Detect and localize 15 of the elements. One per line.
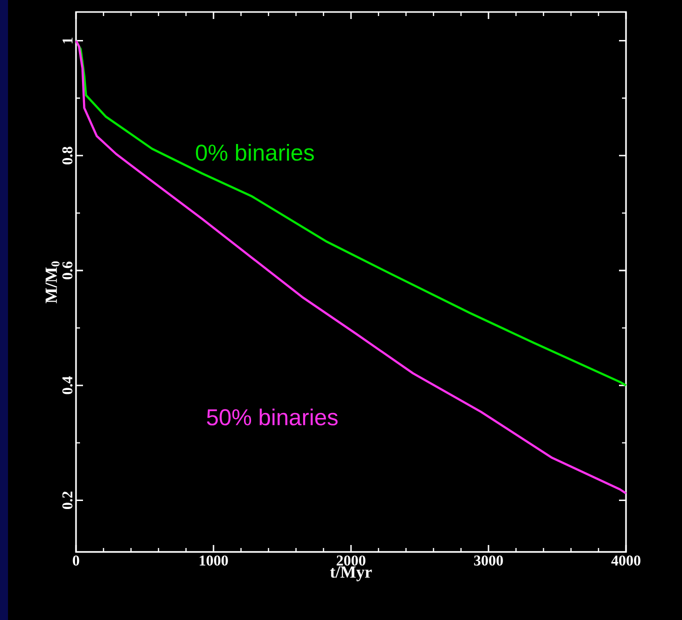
y-tick-label: 0.2 bbox=[62, 492, 72, 510]
y-tick-label: 0.4 bbox=[62, 376, 72, 394]
x-tick-label: 2000 bbox=[336, 556, 366, 566]
y-axis-title: M/M$_{0}$ bbox=[46, 261, 60, 304]
x-tick-label: 4000 bbox=[611, 556, 640, 566]
x-axis-title: t/Myr bbox=[330, 566, 372, 582]
y-tick-label: 0.6 bbox=[62, 262, 72, 280]
x-tick-label: 0 bbox=[72, 556, 80, 566]
y-tick-label: 1 bbox=[62, 38, 72, 44]
x-tick-label: 3000 bbox=[474, 556, 503, 566]
series-label: 0% binaries bbox=[196, 144, 314, 161]
y-tick-label: 0.8 bbox=[62, 146, 72, 164]
line-series bbox=[74, 40, 628, 494]
x-tick-label: 1000 bbox=[200, 556, 228, 566]
text: 50% binaries bbox=[206, 408, 338, 426]
